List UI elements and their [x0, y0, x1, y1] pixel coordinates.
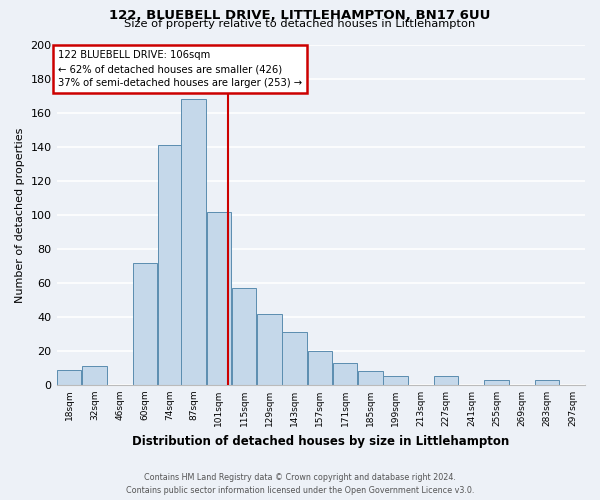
- Bar: [434, 376, 458, 385]
- Bar: [82, 366, 107, 385]
- Bar: [484, 380, 509, 385]
- Bar: [158, 146, 181, 385]
- Bar: [535, 380, 559, 385]
- X-axis label: Distribution of detached houses by size in Littlehampton: Distribution of detached houses by size …: [132, 434, 509, 448]
- Bar: [358, 372, 383, 385]
- Bar: [206, 212, 231, 385]
- Text: Size of property relative to detached houses in Littlehampton: Size of property relative to detached ho…: [124, 19, 476, 29]
- Bar: [383, 376, 408, 385]
- Text: 122, BLUEBELL DRIVE, LITTLEHAMPTON, BN17 6UU: 122, BLUEBELL DRIVE, LITTLEHAMPTON, BN17…: [109, 9, 491, 22]
- Text: 122 BLUEBELL DRIVE: 106sqm
← 62% of detached houses are smaller (426)
37% of sem: 122 BLUEBELL DRIVE: 106sqm ← 62% of deta…: [58, 50, 302, 88]
- Bar: [283, 332, 307, 385]
- Bar: [57, 370, 82, 385]
- Bar: [333, 363, 357, 385]
- Bar: [308, 351, 332, 385]
- Bar: [133, 262, 157, 385]
- Text: Contains HM Land Registry data © Crown copyright and database right 2024.
Contai: Contains HM Land Registry data © Crown c…: [126, 474, 474, 495]
- Bar: [257, 314, 281, 385]
- Bar: [181, 100, 206, 385]
- Y-axis label: Number of detached properties: Number of detached properties: [15, 128, 25, 302]
- Bar: [232, 288, 256, 385]
